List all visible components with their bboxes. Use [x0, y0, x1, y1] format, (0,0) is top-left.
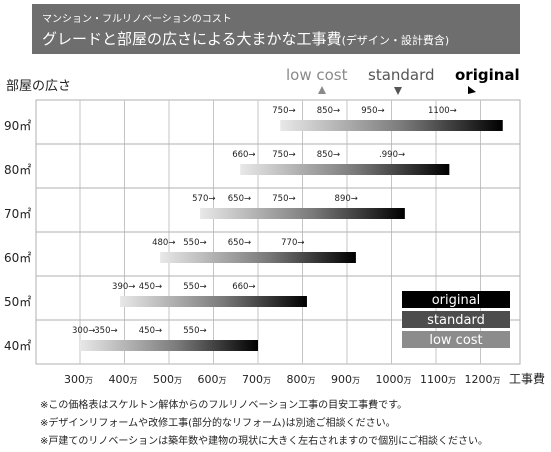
x-axis-label: 工事費	[509, 371, 545, 386]
footnote-3: ※戸建てのリノベーションは築年数や建物の現状に大きく左右されますので個別にご相談…	[40, 436, 488, 447]
y-tick-label: 60㎡	[4, 251, 31, 265]
x-tick-label: 1000万	[376, 373, 412, 386]
title-text: グレードと部屋の広さによる大まかな工事費	[42, 30, 342, 48]
legend-label: standard	[427, 313, 485, 328]
legend-swatch	[402, 311, 510, 328]
grade-indicator: low cost standard original	[286, 66, 520, 95]
bars: 750→ 850→ 950→ 1100→ 660→ 750→ 850→ .990→ 570→ 65…	[72, 106, 503, 351]
up-arrow-icon	[318, 86, 326, 94]
y-tick-label: 90㎡	[4, 119, 31, 133]
data-label: 550→	[183, 238, 206, 248]
title-banner: マンション・フルリノベーションのコスト グレードと部屋の広さによる大まかな工事費…	[32, 4, 520, 54]
data-label: 570→	[192, 194, 215, 204]
x-tick-label: 300万	[64, 373, 93, 386]
subtitle: マンション・フルリノベーションのコスト	[42, 14, 232, 25]
range-bar	[120, 296, 307, 307]
down-arrow-icon	[394, 87, 402, 95]
range-bar	[240, 164, 450, 175]
data-label: 660→	[232, 282, 255, 292]
x-tick-label: 700万	[242, 373, 271, 386]
x-tick-label: 800万	[287, 373, 316, 386]
range-bar	[200, 208, 405, 219]
y-tick-label: 80㎡	[4, 163, 31, 177]
data-label: 650→	[228, 194, 251, 204]
data-label: 770→	[281, 238, 304, 248]
x-ticks: 300万 400万 500万 600万 700万 800万 900万 1000万 1100万 12…	[64, 373, 501, 386]
footnote-2: ※デザインリフォームや改修工事(部分的なリフォーム)は別途ご相談ください。	[40, 418, 396, 429]
footnote-1: ※この価格表はスケルトン解体からのフルリノベーション工事の目安工事費です。	[40, 400, 408, 411]
data-label: 850→	[317, 106, 340, 116]
tier-standard: standard	[368, 66, 435, 84]
data-label: 750→	[272, 106, 295, 116]
y-tick-label: 50㎡	[4, 295, 31, 309]
legend: original standard low cost	[402, 291, 510, 348]
tier-original: original	[455, 66, 520, 84]
y-tick-label: 70㎡	[4, 207, 31, 221]
data-label: .990→	[379, 150, 405, 160]
data-label: 480→	[152, 238, 175, 248]
tier-label: original	[455, 66, 520, 84]
data-label: 890→	[335, 194, 358, 204]
data-label: 650→	[228, 238, 251, 248]
data-label: 550→	[183, 282, 206, 292]
page-title: グレードと部屋の広さによる大まかな工事費(デザイン・設計費含)	[42, 28, 449, 49]
tier-low-cost: low cost	[286, 66, 348, 84]
data-label: 850→	[317, 150, 340, 160]
y-ticks: 90㎡ 80㎡ 70㎡ 60㎡ 50㎡ 40㎡	[4, 119, 31, 353]
legend-swatch	[402, 291, 510, 308]
data-label: 390→	[112, 282, 135, 292]
tier-label: standard	[368, 66, 435, 84]
data-label: 350→	[94, 326, 117, 336]
data-label: 450→	[139, 326, 162, 336]
legend-label: original	[432, 293, 481, 308]
y-tick-label: 40㎡	[4, 339, 31, 353]
data-label: 750→	[272, 194, 295, 204]
data-label: 1100→	[428, 106, 457, 116]
range-bar	[280, 120, 503, 131]
data-label: 750→	[272, 150, 295, 160]
y-axis-label: 部屋の広さ	[6, 79, 71, 94]
data-label: 550→	[183, 326, 206, 336]
x-tick-label: 1200万	[465, 373, 501, 386]
data-label: 300→	[72, 326, 95, 336]
x-tick-label: 600万	[198, 373, 227, 386]
data-label: 950→	[361, 106, 384, 116]
x-tick-label: 400万	[109, 373, 138, 386]
legend-label: low cost	[429, 333, 482, 348]
x-tick-label: 500万	[153, 373, 182, 386]
legend-swatch	[402, 331, 510, 348]
range-bar	[160, 252, 356, 263]
data-label: 450→	[139, 282, 162, 292]
tier-label: low cost	[286, 66, 348, 84]
range-bar	[80, 340, 258, 351]
x-tick-label: 900万	[331, 373, 360, 386]
right-arrow-icon	[468, 86, 476, 94]
title-note: (デザイン・設計費含)	[341, 34, 450, 47]
data-label: 660→	[232, 150, 255, 160]
x-tick-label: 1100万	[420, 373, 456, 386]
